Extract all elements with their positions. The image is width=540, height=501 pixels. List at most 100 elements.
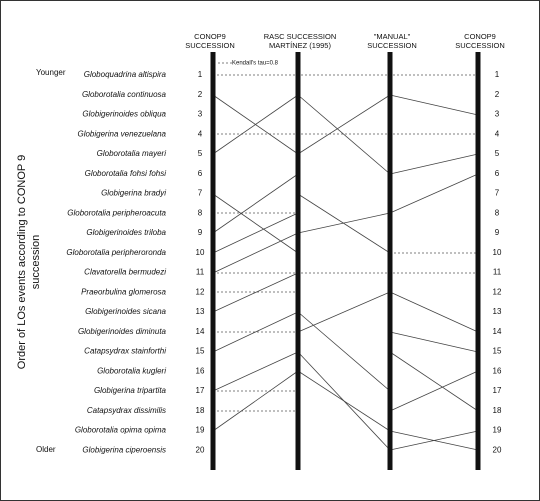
rank-right: 10 — [493, 248, 502, 257]
number-bg — [193, 228, 207, 238]
rank-right: 15 — [493, 347, 502, 356]
number-bg — [193, 366, 207, 377]
number-bg — [193, 425, 207, 436]
rank-left: 4 — [198, 129, 203, 138]
species-name: Globigerinoides sicana — [85, 307, 166, 316]
rank-right: 7 — [495, 189, 500, 198]
axis-title: succession — [30, 235, 42, 289]
rank-right: 19 — [493, 426, 502, 435]
number-bg — [193, 208, 207, 219]
rank-left: 12 — [196, 287, 205, 296]
rank-right: 17 — [493, 386, 502, 395]
rank-left: 20 — [196, 445, 205, 454]
rank-right: 8 — [495, 208, 500, 217]
number-bg — [490, 405, 504, 416]
number-bg — [193, 89, 207, 100]
number-bg — [490, 188, 504, 199]
column-header: RASC SUCCESSION — [264, 32, 337, 41]
number-bg — [193, 307, 207, 317]
species-name: Globorotalia mayeri — [97, 149, 167, 158]
rank-left: 19 — [196, 426, 205, 435]
number-bg — [490, 228, 504, 238]
connectors — [212, 94, 479, 451]
rank-left: 5 — [198, 149, 203, 158]
rank-left: 15 — [196, 347, 205, 356]
rank-right: 12 — [493, 287, 502, 296]
rank-left: 1 — [198, 70, 203, 79]
rank-left: 17 — [196, 386, 205, 395]
number-bg — [193, 267, 207, 278]
number-bg — [490, 445, 504, 456]
number-bg — [193, 149, 207, 159]
label-younger: Younger — [36, 68, 66, 77]
rank-right: 9 — [495, 228, 500, 237]
number-bg — [193, 346, 207, 357]
number-bg — [490, 326, 504, 337]
rank-right: 13 — [493, 307, 502, 316]
rank-right: 6 — [495, 169, 500, 178]
species-name: Globorotalia kugleri — [97, 366, 166, 375]
number-bg — [490, 109, 504, 120]
annotation: Kendall's tau=0.8 — [232, 61, 279, 67]
number-bg — [193, 405, 207, 416]
species-name: Globigerinoides obliqua — [82, 110, 166, 119]
column-header: SUCCESSION — [367, 41, 417, 50]
number-bg — [193, 287, 207, 298]
species-name: Globigerina tripartita — [94, 386, 167, 395]
species-name: Globigerina bradyi — [101, 189, 166, 198]
rank-right: 14 — [493, 327, 502, 336]
rank-left: 10 — [196, 248, 205, 257]
label-older: Older — [36, 445, 56, 454]
rank-right: 2 — [495, 90, 500, 99]
column-header: CONOP9 — [194, 32, 226, 41]
dashed-rows — [213, 74, 478, 412]
species-name: Catapsydrax dissimilis — [87, 406, 166, 415]
rank-left: 3 — [198, 110, 203, 119]
number-bg — [193, 247, 207, 258]
species-name: Globoquadrina altispira — [84, 70, 167, 79]
number-bg — [193, 70, 207, 80]
species-name: Globorotalia continuosa — [82, 90, 167, 99]
rank-left: 7 — [198, 189, 203, 198]
rank-right: 18 — [493, 406, 502, 415]
number-bg — [490, 89, 504, 100]
number-bg — [490, 149, 504, 159]
number-bg — [490, 267, 504, 278]
species-name: Globigerina ciperoensis — [82, 445, 166, 454]
number-bg — [490, 366, 504, 377]
number-bg — [490, 208, 504, 219]
species-name: Praeorbulina glomerosa — [81, 287, 166, 296]
rank-right: 20 — [493, 445, 502, 454]
rank-left: 14 — [196, 327, 205, 336]
rank-right: 1 — [495, 70, 500, 79]
number-bg — [490, 425, 504, 436]
number-bg — [490, 386, 504, 396]
species-name: Globorotalia fohsi fohsi — [85, 169, 167, 178]
rank-right: 11 — [493, 268, 502, 277]
rank-left: 11 — [196, 268, 205, 277]
species-name: Globorotalia peripheroronda — [66, 248, 166, 257]
number-bg — [490, 70, 504, 80]
rank-right: 4 — [495, 129, 500, 138]
rank-left: 6 — [198, 169, 203, 178]
number-bg — [490, 287, 504, 298]
species-name: Globigerinoides triloba — [86, 228, 166, 237]
column-header: SUCCESSION — [185, 41, 235, 50]
number-bg — [193, 129, 207, 140]
rank-right: 3 — [495, 110, 500, 119]
number-bg — [193, 445, 207, 456]
axis-title: Order of LOs events according to CONOP 9 — [16, 155, 28, 369]
number-bg — [193, 109, 207, 120]
number-bg — [193, 326, 207, 337]
column-header: SUCCESSION — [455, 41, 505, 50]
rank-left: 2 — [198, 90, 203, 99]
rank-right: 16 — [493, 366, 502, 375]
number-bg — [490, 307, 504, 317]
species-name: Globigerinoides diminuta — [78, 327, 167, 336]
number-bg — [490, 129, 504, 140]
species-name: Clavatorella bermudezi — [84, 268, 166, 277]
species-name: Globigerina venezuelana — [77, 129, 166, 138]
number-bg — [490, 346, 504, 357]
